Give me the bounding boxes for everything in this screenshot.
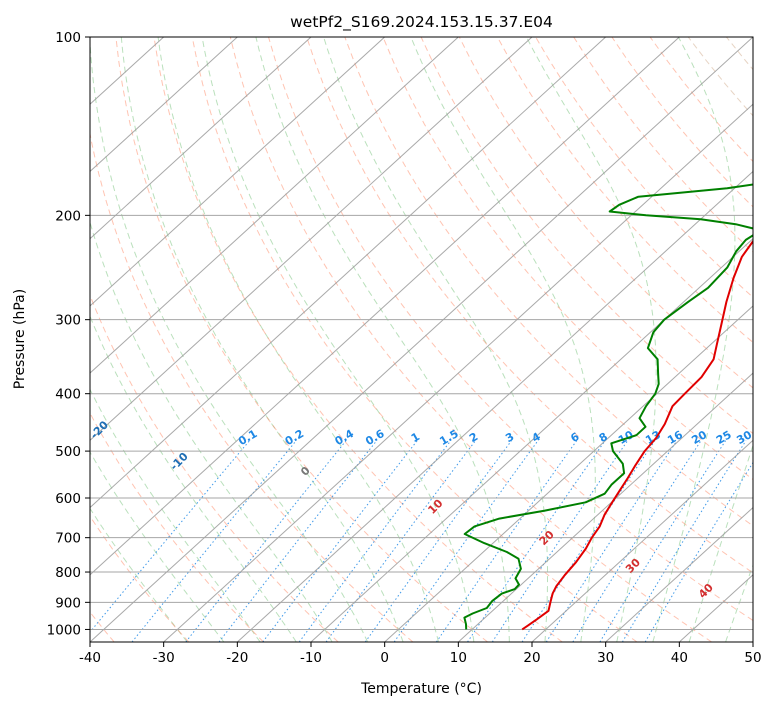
x-tick-label: 0 (380, 650, 389, 666)
x-tick-label: 10 (450, 650, 467, 666)
y-tick-label: 600 (55, 491, 81, 507)
y-tick-label: 900 (55, 595, 81, 611)
x-tick-label: 40 (671, 650, 688, 666)
y-tick-label: 400 (55, 387, 81, 403)
chart-title: wetPf2_S169.2024.153.15.37.E04 (290, 13, 553, 32)
x-tick-label: -40 (79, 650, 101, 666)
y-axis-label: Pressure (hPa) (12, 289, 28, 389)
x-tick-label: -10 (300, 650, 322, 666)
x-axis-label: Temperature (°C) (360, 681, 482, 697)
moist-adiabat-line (762, 37, 775, 642)
dry-adiabat-line (765, 37, 775, 642)
y-tick-label: 300 (55, 313, 81, 329)
y-tick-label: 800 (55, 565, 81, 581)
x-tick-label: 20 (523, 650, 540, 666)
x-tick-label: 30 (597, 650, 614, 666)
y-tick-label: 200 (55, 208, 81, 224)
x-tick-label: -20 (226, 650, 248, 666)
x-tick-label: 50 (744, 650, 761, 666)
isotherm-line (753, 37, 775, 642)
y-tick-label: 500 (55, 444, 81, 460)
mixing-ratio-label: 36 (755, 428, 775, 447)
y-tick-label: 700 (55, 531, 81, 547)
y-tick-label: 1000 (47, 622, 81, 638)
x-tick-label: -30 (153, 650, 175, 666)
y-tick-label: 100 (55, 30, 81, 46)
